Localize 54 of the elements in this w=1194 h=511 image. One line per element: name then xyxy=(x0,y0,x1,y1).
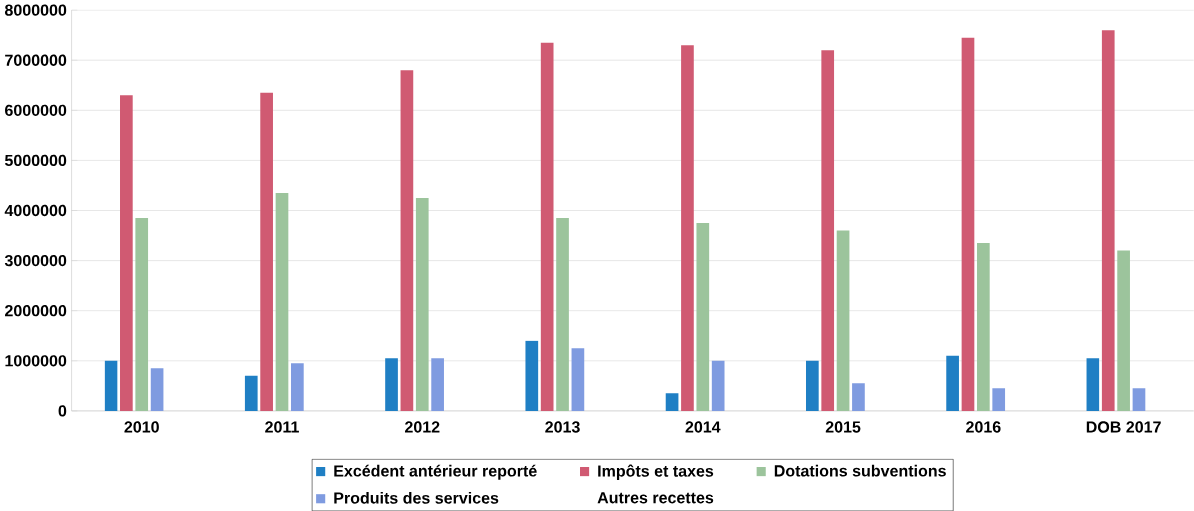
bar xyxy=(1086,358,1100,411)
y-tick-label: 4000000 xyxy=(4,204,67,217)
bar xyxy=(104,360,118,411)
x-tick-label: 2011 xyxy=(265,421,299,433)
text: Autres recettes xyxy=(597,492,714,504)
bar xyxy=(120,95,133,411)
bar xyxy=(540,42,554,411)
bar xyxy=(806,360,819,411)
bar xyxy=(836,230,850,411)
x-tick-label: 2010 xyxy=(124,421,159,433)
y-tick-label: 2000000 xyxy=(5,304,67,317)
y-tick-label: 0 xyxy=(58,405,67,417)
legend-label: Produits des services xyxy=(334,491,499,504)
bar xyxy=(244,375,258,411)
y-tick-label: 1000000 xyxy=(5,355,67,367)
bar xyxy=(400,70,414,411)
bar xyxy=(821,50,835,411)
y-tick-label: 5000000 xyxy=(4,154,67,166)
y-tick-label: 7000000 xyxy=(5,54,67,66)
y-tick-label: 8000000 xyxy=(4,4,67,16)
legend-label: Excédent antérieur reporté xyxy=(334,464,537,480)
bar xyxy=(992,388,1006,411)
bar xyxy=(525,340,539,411)
bar xyxy=(260,92,273,411)
x-tick-label: 2015 xyxy=(825,421,861,433)
x-tick-label: 2014 xyxy=(685,421,721,433)
bar xyxy=(1132,388,1146,411)
bar xyxy=(415,197,429,411)
bar xyxy=(150,368,164,411)
y-tick-label: 3000000 xyxy=(4,254,67,267)
bar xyxy=(977,242,990,411)
bar xyxy=(556,217,569,411)
bar xyxy=(696,222,710,411)
bar xyxy=(135,217,149,411)
x-tick-label: 2013 xyxy=(545,421,580,433)
bar xyxy=(961,37,975,411)
x-tick-label: 2012 xyxy=(405,421,440,433)
bar xyxy=(571,348,585,411)
bar xyxy=(431,358,444,411)
legend-label: Impôts et taxes xyxy=(598,464,714,480)
bar xyxy=(711,360,725,411)
bar xyxy=(681,45,694,411)
bar xyxy=(665,393,679,411)
x-tick-label: 2016 xyxy=(966,421,1001,433)
legend-label: Dotations subventions xyxy=(774,464,946,477)
x-tick-label: DOB 2017 xyxy=(1086,421,1161,433)
bar xyxy=(275,192,289,411)
bar xyxy=(852,383,865,411)
bar xyxy=(385,358,398,411)
y-tick-label: 6000000 xyxy=(5,104,67,116)
bar xyxy=(1117,250,1130,411)
bar xyxy=(1101,30,1115,411)
bar xyxy=(946,355,959,411)
bar xyxy=(291,363,304,411)
